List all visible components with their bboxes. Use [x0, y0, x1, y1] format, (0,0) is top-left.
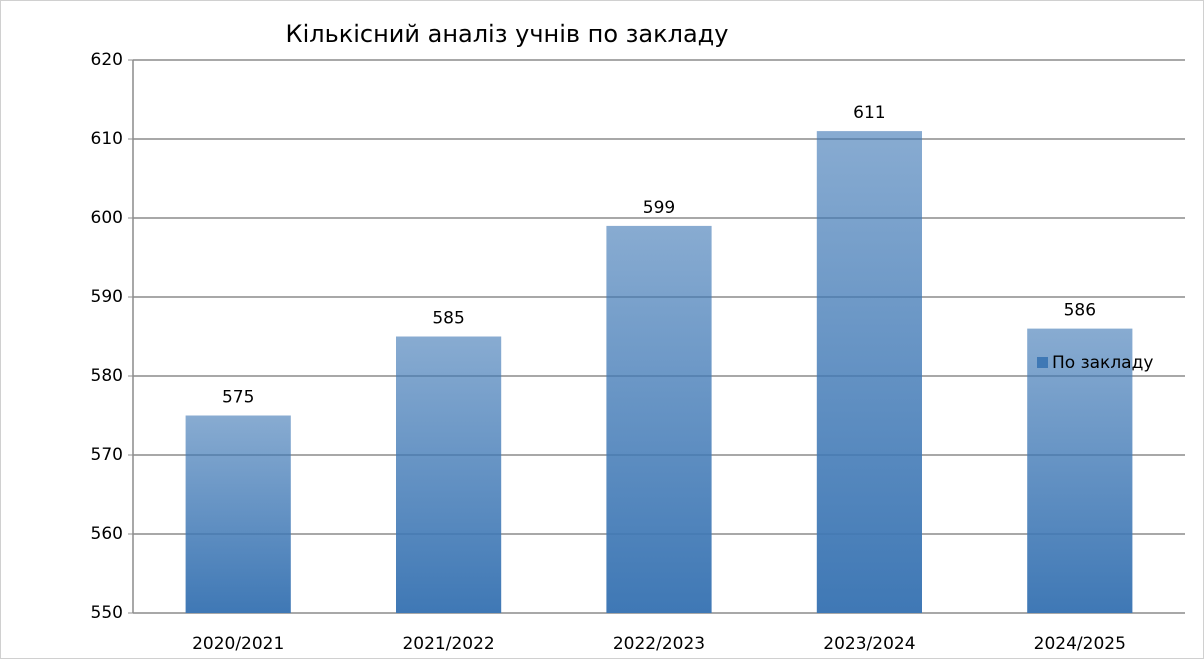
bar	[1027, 328, 1133, 613]
bar	[185, 415, 291, 613]
y-tick-label: 610	[91, 129, 123, 149]
x-tick-label: 2022/2023	[613, 634, 705, 654]
chart-title: Кількісний аналіз учнів по закладу	[286, 20, 729, 48]
y-tick-label: 620	[91, 50, 123, 70]
x-tick-label: 2020/2021	[192, 634, 284, 654]
y-tick-label: 590	[91, 287, 123, 307]
y-tick-label: 560	[91, 524, 123, 544]
legend-label: По закладу	[1052, 353, 1153, 373]
y-tick-label: 600	[91, 208, 123, 228]
x-tick-label: 2023/2024	[823, 634, 915, 654]
y-tick-label: 550	[91, 603, 123, 623]
data-label: 586	[1064, 301, 1096, 321]
y-tick-label: 580	[91, 366, 123, 386]
bar	[816, 131, 922, 613]
bar	[606, 225, 712, 613]
data-label: 575	[222, 388, 254, 408]
data-label: 611	[853, 103, 885, 123]
y-tick-label: 570	[91, 445, 123, 465]
legend-swatch	[1037, 357, 1048, 368]
bar	[396, 336, 502, 613]
x-tick-label: 2021/2022	[402, 634, 494, 654]
data-label: 599	[643, 198, 675, 218]
x-tick-label: 2024/2025	[1034, 634, 1126, 654]
data-label: 585	[432, 309, 464, 329]
